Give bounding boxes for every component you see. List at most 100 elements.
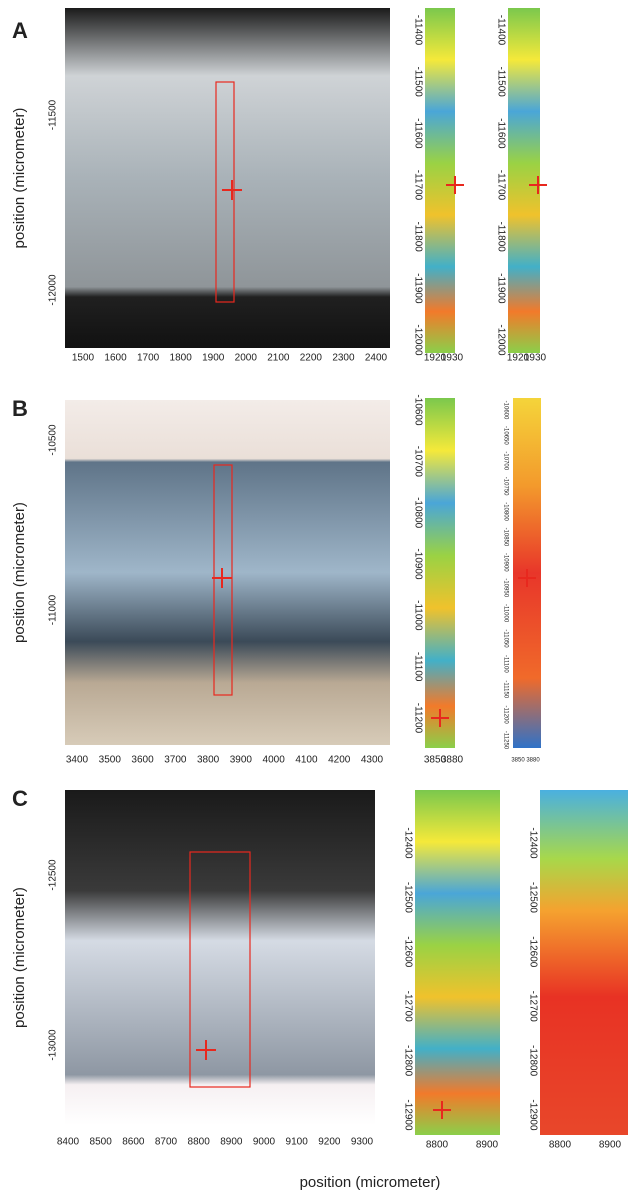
y-tick-label: -12500 xyxy=(402,882,413,914)
y-tick-label: -11600 xyxy=(412,118,423,149)
scan-region xyxy=(213,464,233,696)
y-tick-label: -11500 xyxy=(412,66,423,97)
x-tick-label: 8800 xyxy=(549,1140,572,1151)
x-tick-label: 1900 xyxy=(202,353,225,364)
x-tick-label: 4000 xyxy=(263,755,286,766)
x-tick-label: 2400 xyxy=(365,353,388,364)
y-tick-label: -12700 xyxy=(402,991,413,1023)
y-tick-label: -10650 xyxy=(502,426,508,445)
y-tick-label: -12800 xyxy=(402,1045,413,1077)
y-tick-label: -10700 xyxy=(502,451,508,470)
y-tick-label: -10900 xyxy=(412,548,423,580)
panel-label: C xyxy=(12,786,28,811)
y-tick-label: -12800 xyxy=(527,1045,538,1077)
y-tick-label: -10800 xyxy=(502,502,508,521)
x-tick-label: 1920 xyxy=(424,353,447,364)
y-tick-label: -12900 xyxy=(402,1099,413,1131)
x-tick-label: 3600 xyxy=(131,755,154,766)
x-tick-label: 8400 xyxy=(57,1137,80,1148)
y-tick-label: -10500 xyxy=(48,424,59,456)
x-tick-label: 1700 xyxy=(137,353,160,364)
y-tick-label: -11100 xyxy=(412,652,423,682)
y-tick-label: -12000 xyxy=(48,274,59,306)
scan-region xyxy=(189,851,251,1088)
x-tick-label: 4200 xyxy=(328,755,351,766)
x-tick-label: 1920 xyxy=(507,353,530,364)
y-tick-label: -11400 xyxy=(412,15,423,46)
y-tick-label: -12600 xyxy=(527,936,538,968)
y-tick-label: -11500 xyxy=(48,99,59,130)
x-tick-label: 4100 xyxy=(295,755,318,766)
heatmap xyxy=(425,398,455,748)
y-tick-label: -11050 xyxy=(502,629,508,648)
x-tick-label: 3880 xyxy=(526,758,540,764)
x-tick-label: 8600 xyxy=(122,1137,145,1148)
x-tick-label: 8700 xyxy=(155,1137,178,1148)
y-tick-label: -10750 xyxy=(502,477,508,496)
y-tick-label: -11800 xyxy=(495,221,506,252)
micrograph xyxy=(65,400,390,745)
y-tick-label: -12600 xyxy=(402,936,413,968)
scan-region xyxy=(215,81,235,303)
y-tick-label: -11500 xyxy=(495,66,506,97)
heatmap xyxy=(508,8,540,353)
x-tick-label: 9100 xyxy=(286,1137,309,1148)
panel-label: A xyxy=(12,18,28,43)
x-tick-label: 8800 xyxy=(426,1140,449,1151)
x-tick-label: 1930 xyxy=(441,353,464,364)
heatmap xyxy=(415,790,500,1135)
y-tick-label: -10800 xyxy=(412,497,423,529)
x-tick-label: 9000 xyxy=(253,1137,276,1148)
y-tick-label: -11150 xyxy=(502,680,508,698)
y-tick-label: -11700 xyxy=(495,170,506,201)
x-tick-label: 1930 xyxy=(524,353,547,364)
y-tick-label: -10600 xyxy=(412,394,423,426)
y-axis-label: position (micrometer) xyxy=(11,108,28,249)
x-tick-label: 3400 xyxy=(66,755,89,766)
x-tick-label: 9200 xyxy=(318,1137,341,1148)
x-tick-label: 3800 xyxy=(197,755,220,766)
y-tick-label: -11250 xyxy=(502,731,508,750)
y-tick-label: -11400 xyxy=(495,15,506,46)
y-tick-label: -12900 xyxy=(527,1099,538,1131)
y-tick-label: -12400 xyxy=(527,827,538,859)
y-tick-label: -12000 xyxy=(495,324,506,356)
heatmap xyxy=(540,790,628,1135)
x-tick-label: 3500 xyxy=(99,755,122,766)
y-tick-label: -11600 xyxy=(495,118,506,149)
x-tick-label: 8500 xyxy=(90,1137,113,1148)
micrograph xyxy=(65,790,375,1125)
y-tick-label: -12000 xyxy=(412,324,423,356)
x-tick-label: 8900 xyxy=(599,1140,622,1151)
x-axis-label: position (micrometer) xyxy=(300,1174,441,1191)
x-tick-label: 8900 xyxy=(476,1140,499,1151)
y-tick-label: -11000 xyxy=(502,604,508,623)
x-tick-label: 3850 xyxy=(511,758,525,764)
y-tick-label: -10600 xyxy=(502,401,508,420)
y-tick-label: -11900 xyxy=(495,273,506,304)
y-tick-label: -10850 xyxy=(502,528,508,547)
y-tick-label: -12500 xyxy=(48,859,59,891)
y-tick-label: -11200 xyxy=(412,703,423,734)
y-tick-label: -10950 xyxy=(502,578,508,597)
y-tick-label: -12700 xyxy=(527,991,538,1023)
y-tick-label: -11200 xyxy=(502,705,508,724)
x-tick-label: 9300 xyxy=(351,1137,374,1148)
y-tick-label: -11100 xyxy=(502,655,508,673)
x-tick-label: 2100 xyxy=(267,353,290,364)
x-tick-label: 4300 xyxy=(361,755,384,766)
x-tick-label: 3850 xyxy=(424,755,447,766)
y-tick-label: -13000 xyxy=(48,1029,59,1061)
x-tick-label: 1800 xyxy=(170,353,193,364)
heatmap xyxy=(425,8,455,353)
x-tick-label: 8800 xyxy=(188,1137,211,1148)
panel-label: B xyxy=(12,396,28,421)
x-tick-label: 3900 xyxy=(230,755,253,766)
y-tick-label: -11700 xyxy=(412,170,423,201)
y-tick-label: -11000 xyxy=(48,594,59,625)
micrograph xyxy=(65,8,390,348)
x-tick-label: 1500 xyxy=(72,353,95,364)
y-tick-label: -11000 xyxy=(412,600,423,631)
y-tick-label: -11800 xyxy=(412,221,423,252)
